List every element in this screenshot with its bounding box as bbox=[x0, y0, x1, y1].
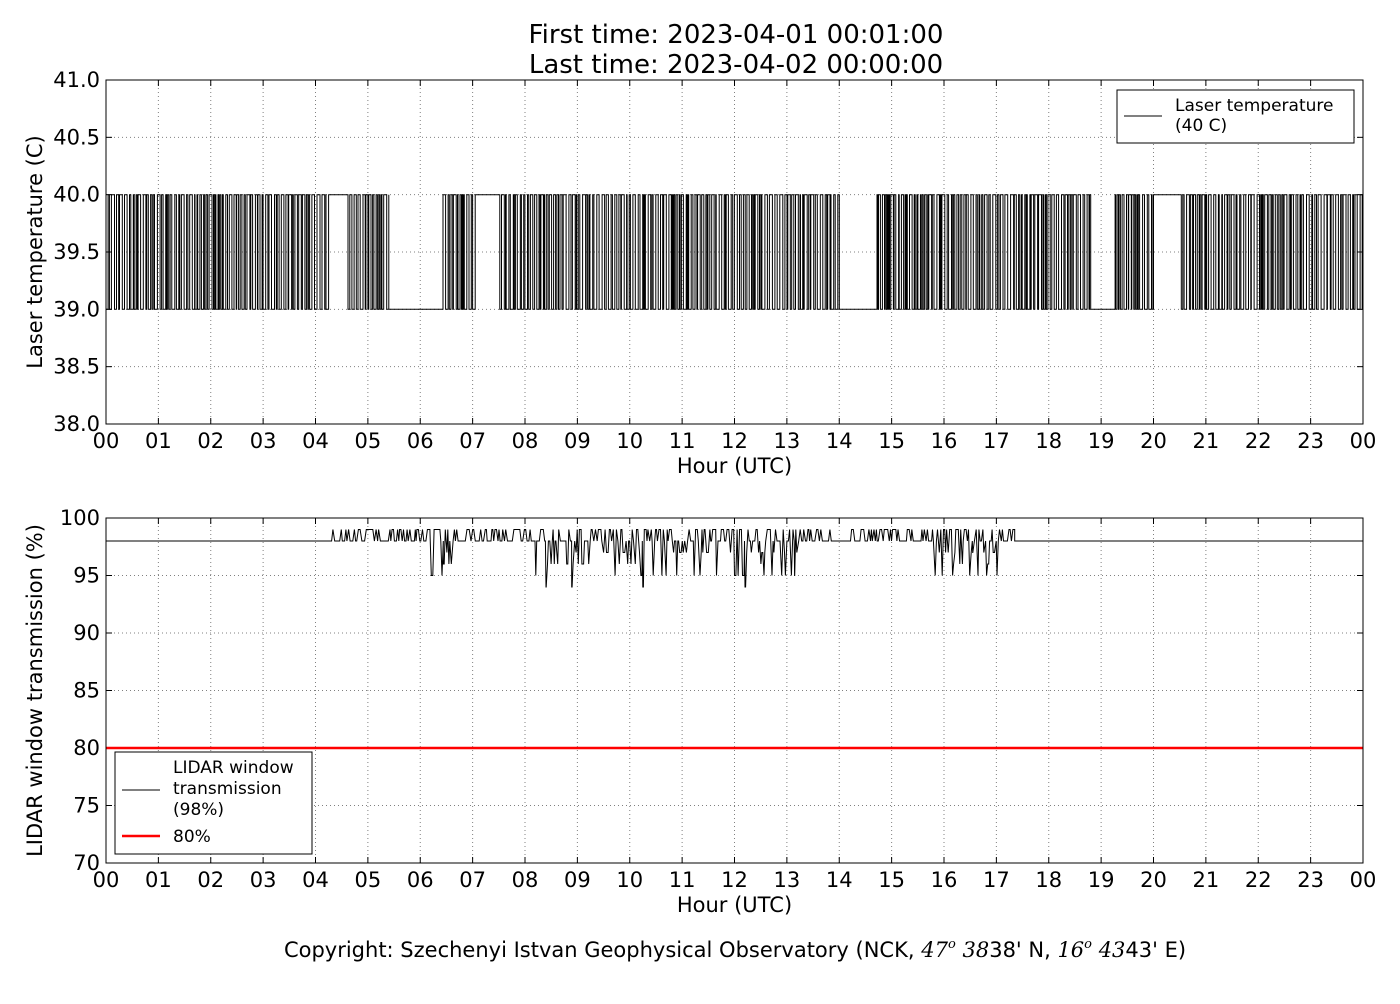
temp-x-tick-label: 22 bbox=[1245, 429, 1272, 453]
temp-x-tick-label: 23 bbox=[1297, 429, 1324, 453]
temp-legend: Laser temperature(40 C) bbox=[1116, 89, 1355, 144]
lidar-x-tick-label: 01 bbox=[145, 868, 172, 892]
lidar-x-tick-label: 20 bbox=[1140, 868, 1167, 892]
temp-x-tick-label: 00 bbox=[1350, 429, 1377, 453]
lidar-y-tick-label: 90 bbox=[73, 621, 100, 645]
lidar-x-tick-label: 00 bbox=[1350, 868, 1377, 892]
temp-legend-label-line2: (40 C) bbox=[1175, 116, 1227, 136]
temp-y-tick-label: 39.0 bbox=[53, 297, 100, 321]
lidar-y-tick-label: 80 bbox=[73, 736, 100, 760]
lidar-legend-label-line3: (98%) bbox=[173, 800, 224, 820]
lidar-y-tick-label: 95 bbox=[73, 564, 100, 588]
lidar-x-tick-label: 17 bbox=[983, 868, 1010, 892]
lidar-x-tick-label: 02 bbox=[197, 868, 224, 892]
temp-x-tick-label: 04 bbox=[302, 429, 329, 453]
lidar-x-axis-label: Hour (UTC) bbox=[677, 893, 792, 917]
temp-x-tick-label: 05 bbox=[355, 429, 382, 453]
lidar-x-tick-label: 00 bbox=[93, 868, 120, 892]
temp-x-tick-label: 15 bbox=[878, 429, 905, 453]
lidar-x-tick-label: 03 bbox=[250, 868, 277, 892]
threshold-legend-label: 80% bbox=[173, 827, 211, 847]
temp-y-tick-label: 39.5 bbox=[53, 240, 100, 264]
temp-x-tick-label: 12 bbox=[721, 429, 748, 453]
lidar-legend-label-line1: LIDAR window bbox=[173, 758, 294, 778]
temp-x-tick-label: 11 bbox=[669, 429, 696, 453]
lidar-y-tick-label: 100 bbox=[60, 506, 100, 530]
lidar-x-tick-label: 15 bbox=[878, 868, 905, 892]
temp-x-tick-label: 14 bbox=[826, 429, 853, 453]
temp-x-tick-label: 09 bbox=[564, 429, 591, 453]
lidar-transmission-series-line bbox=[106, 529, 1363, 588]
lidar-x-tick-label: 04 bbox=[302, 868, 329, 892]
temp-x-tick-label: 00 bbox=[93, 429, 120, 453]
lidar-x-tick-label: 18 bbox=[1035, 868, 1062, 892]
temp-x-tick-label: 18 bbox=[1035, 429, 1062, 453]
lidar-y-axis-label: LIDAR window transmission (%) bbox=[23, 524, 47, 857]
title-line-2: Last time: 2023-04-02 00:00:00 bbox=[529, 50, 943, 80]
lidar-plot-frame bbox=[105, 517, 1364, 864]
temp-y-tick-label: 40.5 bbox=[53, 125, 100, 149]
temp-y-axis-label: Laser temperature (C) bbox=[23, 135, 47, 368]
temp-y-tick-label: 41.0 bbox=[53, 68, 100, 92]
temp-x-axis-label: Hour (UTC) bbox=[677, 454, 792, 478]
temp-x-tick-label: 17 bbox=[983, 429, 1010, 453]
lidar-x-tick-label: 14 bbox=[826, 868, 853, 892]
temp-x-tick-label: 20 bbox=[1140, 429, 1167, 453]
temp-plot-frame bbox=[105, 79, 1364, 425]
lidar-x-tick-label: 05 bbox=[355, 868, 382, 892]
lidar-x-tick-label: 11 bbox=[669, 868, 696, 892]
lidar-transmission-chart: 00 01 02 03 04 05 06 07 08 09 10 11 12 13 14 15 16 17 18 19… bbox=[23, 506, 1376, 917]
temp-y-tick-label: 38.0 bbox=[53, 412, 100, 436]
temp-x-tick-label: 02 bbox=[197, 429, 224, 453]
lidar-x-tick-label: 21 bbox=[1193, 868, 1220, 892]
temp-x-tick-label: 01 bbox=[145, 429, 172, 453]
temp-x-tick-label: 21 bbox=[1193, 429, 1220, 453]
temp-x-tick-label: 16 bbox=[931, 429, 958, 453]
lidar-x-tick-label: 22 bbox=[1245, 868, 1272, 892]
lidar-x-tick-label: 08 bbox=[512, 868, 539, 892]
lidar-y-tick-label: 70 bbox=[73, 851, 100, 875]
title-line-1: First time: 2023-04-01 00:01:00 bbox=[529, 20, 944, 50]
temp-y-tick-label: 40.0 bbox=[53, 183, 100, 207]
lidar-x-tick-label: 23 bbox=[1297, 868, 1324, 892]
temp-x-tick-label: 07 bbox=[459, 429, 486, 453]
lidar-x-tick-label: 19 bbox=[1088, 868, 1115, 892]
temp-x-tick-label: 19 bbox=[1088, 429, 1115, 453]
temp-x-tick-label: 13 bbox=[774, 429, 801, 453]
lidar-x-tick-label: 09 bbox=[564, 868, 591, 892]
lidar-x-tick-label: 12 bbox=[721, 868, 748, 892]
lidar-y-tick-label: 85 bbox=[73, 679, 100, 703]
temp-x-tick-label: 03 bbox=[250, 429, 277, 453]
lidar-legend-label-line2: transmission bbox=[173, 779, 282, 799]
lidar-x-tick-label: 06 bbox=[407, 868, 434, 892]
lidar-y-tick-label: 75 bbox=[73, 794, 100, 818]
copyright-text: Copyright: Szechenyi Istvan Geophysical … bbox=[284, 937, 1186, 962]
temp-legend-label-line1: Laser temperature bbox=[1175, 96, 1333, 116]
lidar-x-tick-label: 16 bbox=[931, 868, 958, 892]
lidar-x-tick-label: 10 bbox=[616, 868, 643, 892]
temp-y-tick-label: 38.5 bbox=[53, 355, 100, 379]
lidar-x-tick-label: 07 bbox=[459, 868, 486, 892]
temp-x-tick-label: 10 bbox=[616, 429, 643, 453]
laser-temperature-series-line bbox=[106, 194, 1363, 310]
temp-x-tick-label: 08 bbox=[512, 429, 539, 453]
laser-temperature-chart: 00 01 02 03 04 05 06 07 08 09 10 11 12 13 14 15 16 17 18 19… bbox=[23, 68, 1376, 478]
lidar-x-tick-label: 13 bbox=[774, 868, 801, 892]
temp-x-tick-label: 06 bbox=[407, 429, 434, 453]
